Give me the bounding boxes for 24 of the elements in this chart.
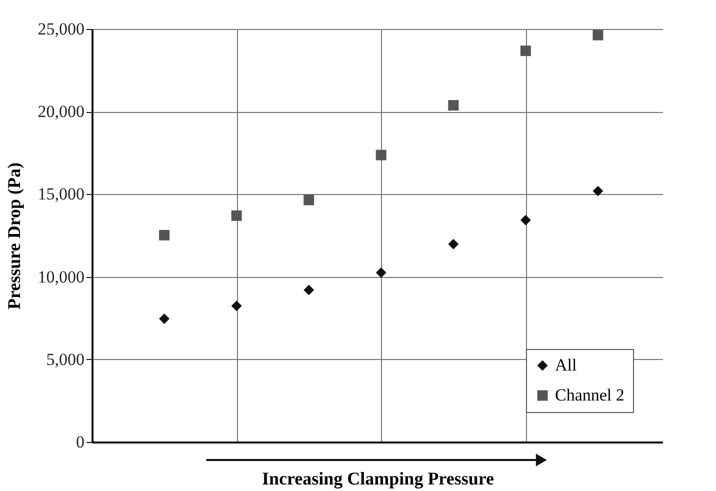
- point: [231, 210, 242, 221]
- y-tick-label: 15,000: [38, 184, 84, 204]
- legend-label: All: [555, 356, 577, 374]
- point: [592, 186, 604, 196]
- point: [376, 150, 386, 160]
- y-tick-label: 10,000: [38, 267, 84, 286]
- y-tick-label: 0: [76, 432, 84, 452]
- point: [448, 100, 459, 111]
- point: [159, 230, 170, 240]
- y-tick-label: 25,000: [38, 20, 84, 38]
- point: [520, 214, 531, 226]
- point: [376, 267, 386, 278]
- point: [448, 238, 459, 250]
- point: [592, 30, 604, 40]
- y-tick-label: 20,000: [38, 102, 84, 122]
- x-axis-title: Increasing Clamping Pressure: [262, 468, 494, 488]
- point: [231, 300, 242, 312]
- point: [520, 46, 531, 56]
- y-tick-label: 5,000: [46, 350, 84, 369]
- legend-label: Channel 2: [555, 386, 624, 404]
- point: [304, 284, 314, 296]
- y-axis-title: Pressure Drop (Pa): [4, 162, 24, 310]
- point: [304, 194, 314, 206]
- point: [159, 314, 170, 324]
